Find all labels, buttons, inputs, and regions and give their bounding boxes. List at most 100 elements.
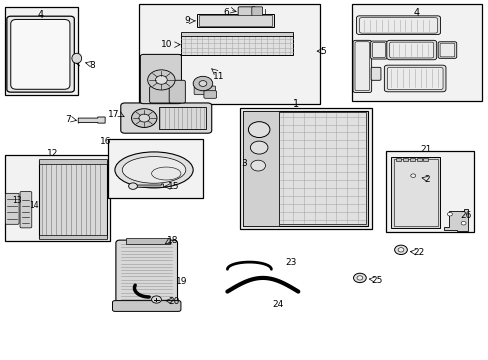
- Circle shape: [250, 160, 265, 171]
- FancyBboxPatch shape: [352, 40, 371, 93]
- Ellipse shape: [122, 157, 185, 183]
- Bar: [181, 32, 293, 36]
- Circle shape: [407, 171, 418, 180]
- Circle shape: [128, 183, 137, 189]
- Circle shape: [394, 245, 407, 255]
- Text: 22: 22: [412, 248, 424, 257]
- Ellipse shape: [72, 53, 81, 63]
- Bar: [39, 159, 106, 164]
- Bar: [395, 158, 400, 161]
- Bar: [242, 111, 278, 226]
- Bar: [198, 15, 271, 26]
- Bar: [416, 158, 421, 161]
- Ellipse shape: [151, 167, 181, 180]
- FancyBboxPatch shape: [5, 193, 19, 224]
- Circle shape: [447, 212, 451, 216]
- Text: 17: 17: [107, 110, 119, 119]
- Bar: [386, 151, 473, 232]
- Polygon shape: [136, 184, 163, 188]
- Text: 2: 2: [424, 175, 429, 184]
- Bar: [239, 108, 371, 229]
- Circle shape: [155, 76, 167, 84]
- Circle shape: [151, 296, 161, 303]
- Bar: [39, 160, 106, 238]
- FancyBboxPatch shape: [439, 43, 454, 57]
- FancyBboxPatch shape: [386, 67, 442, 90]
- Text: 6: 6: [223, 8, 228, 17]
- FancyBboxPatch shape: [372, 42, 385, 58]
- FancyBboxPatch shape: [437, 42, 456, 58]
- Circle shape: [397, 248, 403, 252]
- Bar: [390, 157, 439, 228]
- Text: 16: 16: [100, 136, 111, 145]
- Text: 21: 21: [420, 145, 431, 154]
- Bar: [159, 107, 206, 129]
- Text: 19: 19: [176, 277, 187, 286]
- FancyBboxPatch shape: [20, 192, 32, 228]
- Circle shape: [410, 174, 415, 177]
- FancyBboxPatch shape: [169, 80, 185, 103]
- Text: 9: 9: [183, 16, 189, 25]
- Circle shape: [193, 76, 212, 91]
- Text: 15: 15: [167, 182, 179, 191]
- Ellipse shape: [115, 152, 193, 188]
- FancyBboxPatch shape: [356, 16, 440, 35]
- Text: 25: 25: [371, 276, 382, 284]
- Text: 8: 8: [89, 61, 95, 70]
- FancyBboxPatch shape: [238, 7, 255, 16]
- FancyBboxPatch shape: [359, 18, 437, 33]
- Text: 26: 26: [460, 211, 471, 220]
- Bar: [409, 158, 414, 161]
- Bar: [181, 34, 293, 55]
- Text: 14: 14: [29, 202, 39, 210]
- Circle shape: [147, 70, 175, 90]
- Text: 13: 13: [12, 196, 21, 205]
- Text: 1: 1: [292, 99, 298, 109]
- FancyBboxPatch shape: [251, 7, 262, 16]
- Polygon shape: [143, 54, 181, 103]
- Text: 3: 3: [241, 159, 246, 168]
- Bar: [402, 158, 407, 161]
- FancyBboxPatch shape: [194, 86, 215, 95]
- Bar: [242, 111, 367, 226]
- Circle shape: [356, 276, 362, 280]
- Bar: [126, 238, 170, 244]
- Bar: [278, 112, 365, 224]
- FancyBboxPatch shape: [384, 65, 445, 92]
- Text: 4: 4: [38, 10, 43, 20]
- Circle shape: [248, 122, 269, 138]
- Text: 18: 18: [167, 236, 179, 245]
- Polygon shape: [78, 117, 105, 123]
- Bar: [5, 7, 78, 95]
- Text: 4: 4: [413, 8, 419, 18]
- FancyBboxPatch shape: [116, 240, 177, 309]
- FancyBboxPatch shape: [386, 40, 436, 60]
- Polygon shape: [443, 209, 468, 231]
- FancyBboxPatch shape: [370, 41, 386, 59]
- Circle shape: [460, 221, 465, 225]
- Circle shape: [250, 141, 267, 154]
- FancyBboxPatch shape: [203, 91, 216, 98]
- FancyBboxPatch shape: [121, 103, 211, 133]
- Text: 10: 10: [161, 40, 172, 49]
- Bar: [107, 139, 203, 198]
- Bar: [196, 14, 273, 27]
- Circle shape: [131, 109, 157, 127]
- FancyBboxPatch shape: [112, 301, 181, 311]
- Bar: [5, 155, 110, 241]
- Text: 24: 24: [271, 300, 283, 309]
- Text: 20: 20: [168, 297, 180, 306]
- FancyBboxPatch shape: [389, 42, 433, 58]
- Bar: [393, 159, 437, 226]
- Bar: [139, 4, 320, 104]
- Text: 23: 23: [285, 258, 296, 266]
- Bar: [351, 4, 481, 101]
- Circle shape: [139, 114, 149, 122]
- Text: 7: 7: [65, 115, 71, 124]
- Circle shape: [353, 273, 366, 283]
- Bar: [39, 235, 106, 239]
- Bar: [423, 158, 427, 161]
- FancyBboxPatch shape: [140, 54, 181, 104]
- Circle shape: [199, 81, 206, 86]
- Text: 12: 12: [46, 149, 58, 158]
